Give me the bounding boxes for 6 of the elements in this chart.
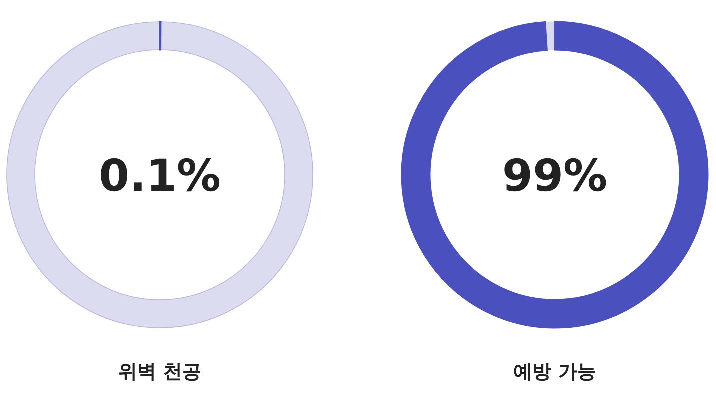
donut-slice: [401, 21, 709, 329]
text: 예방 가능: [514, 361, 596, 383]
text: 위벽 천공: [118, 361, 202, 383]
text: 0.1%: [98, 151, 222, 202]
donut-slice: [6, 22, 314, 328]
text: 99%: [502, 151, 608, 202]
